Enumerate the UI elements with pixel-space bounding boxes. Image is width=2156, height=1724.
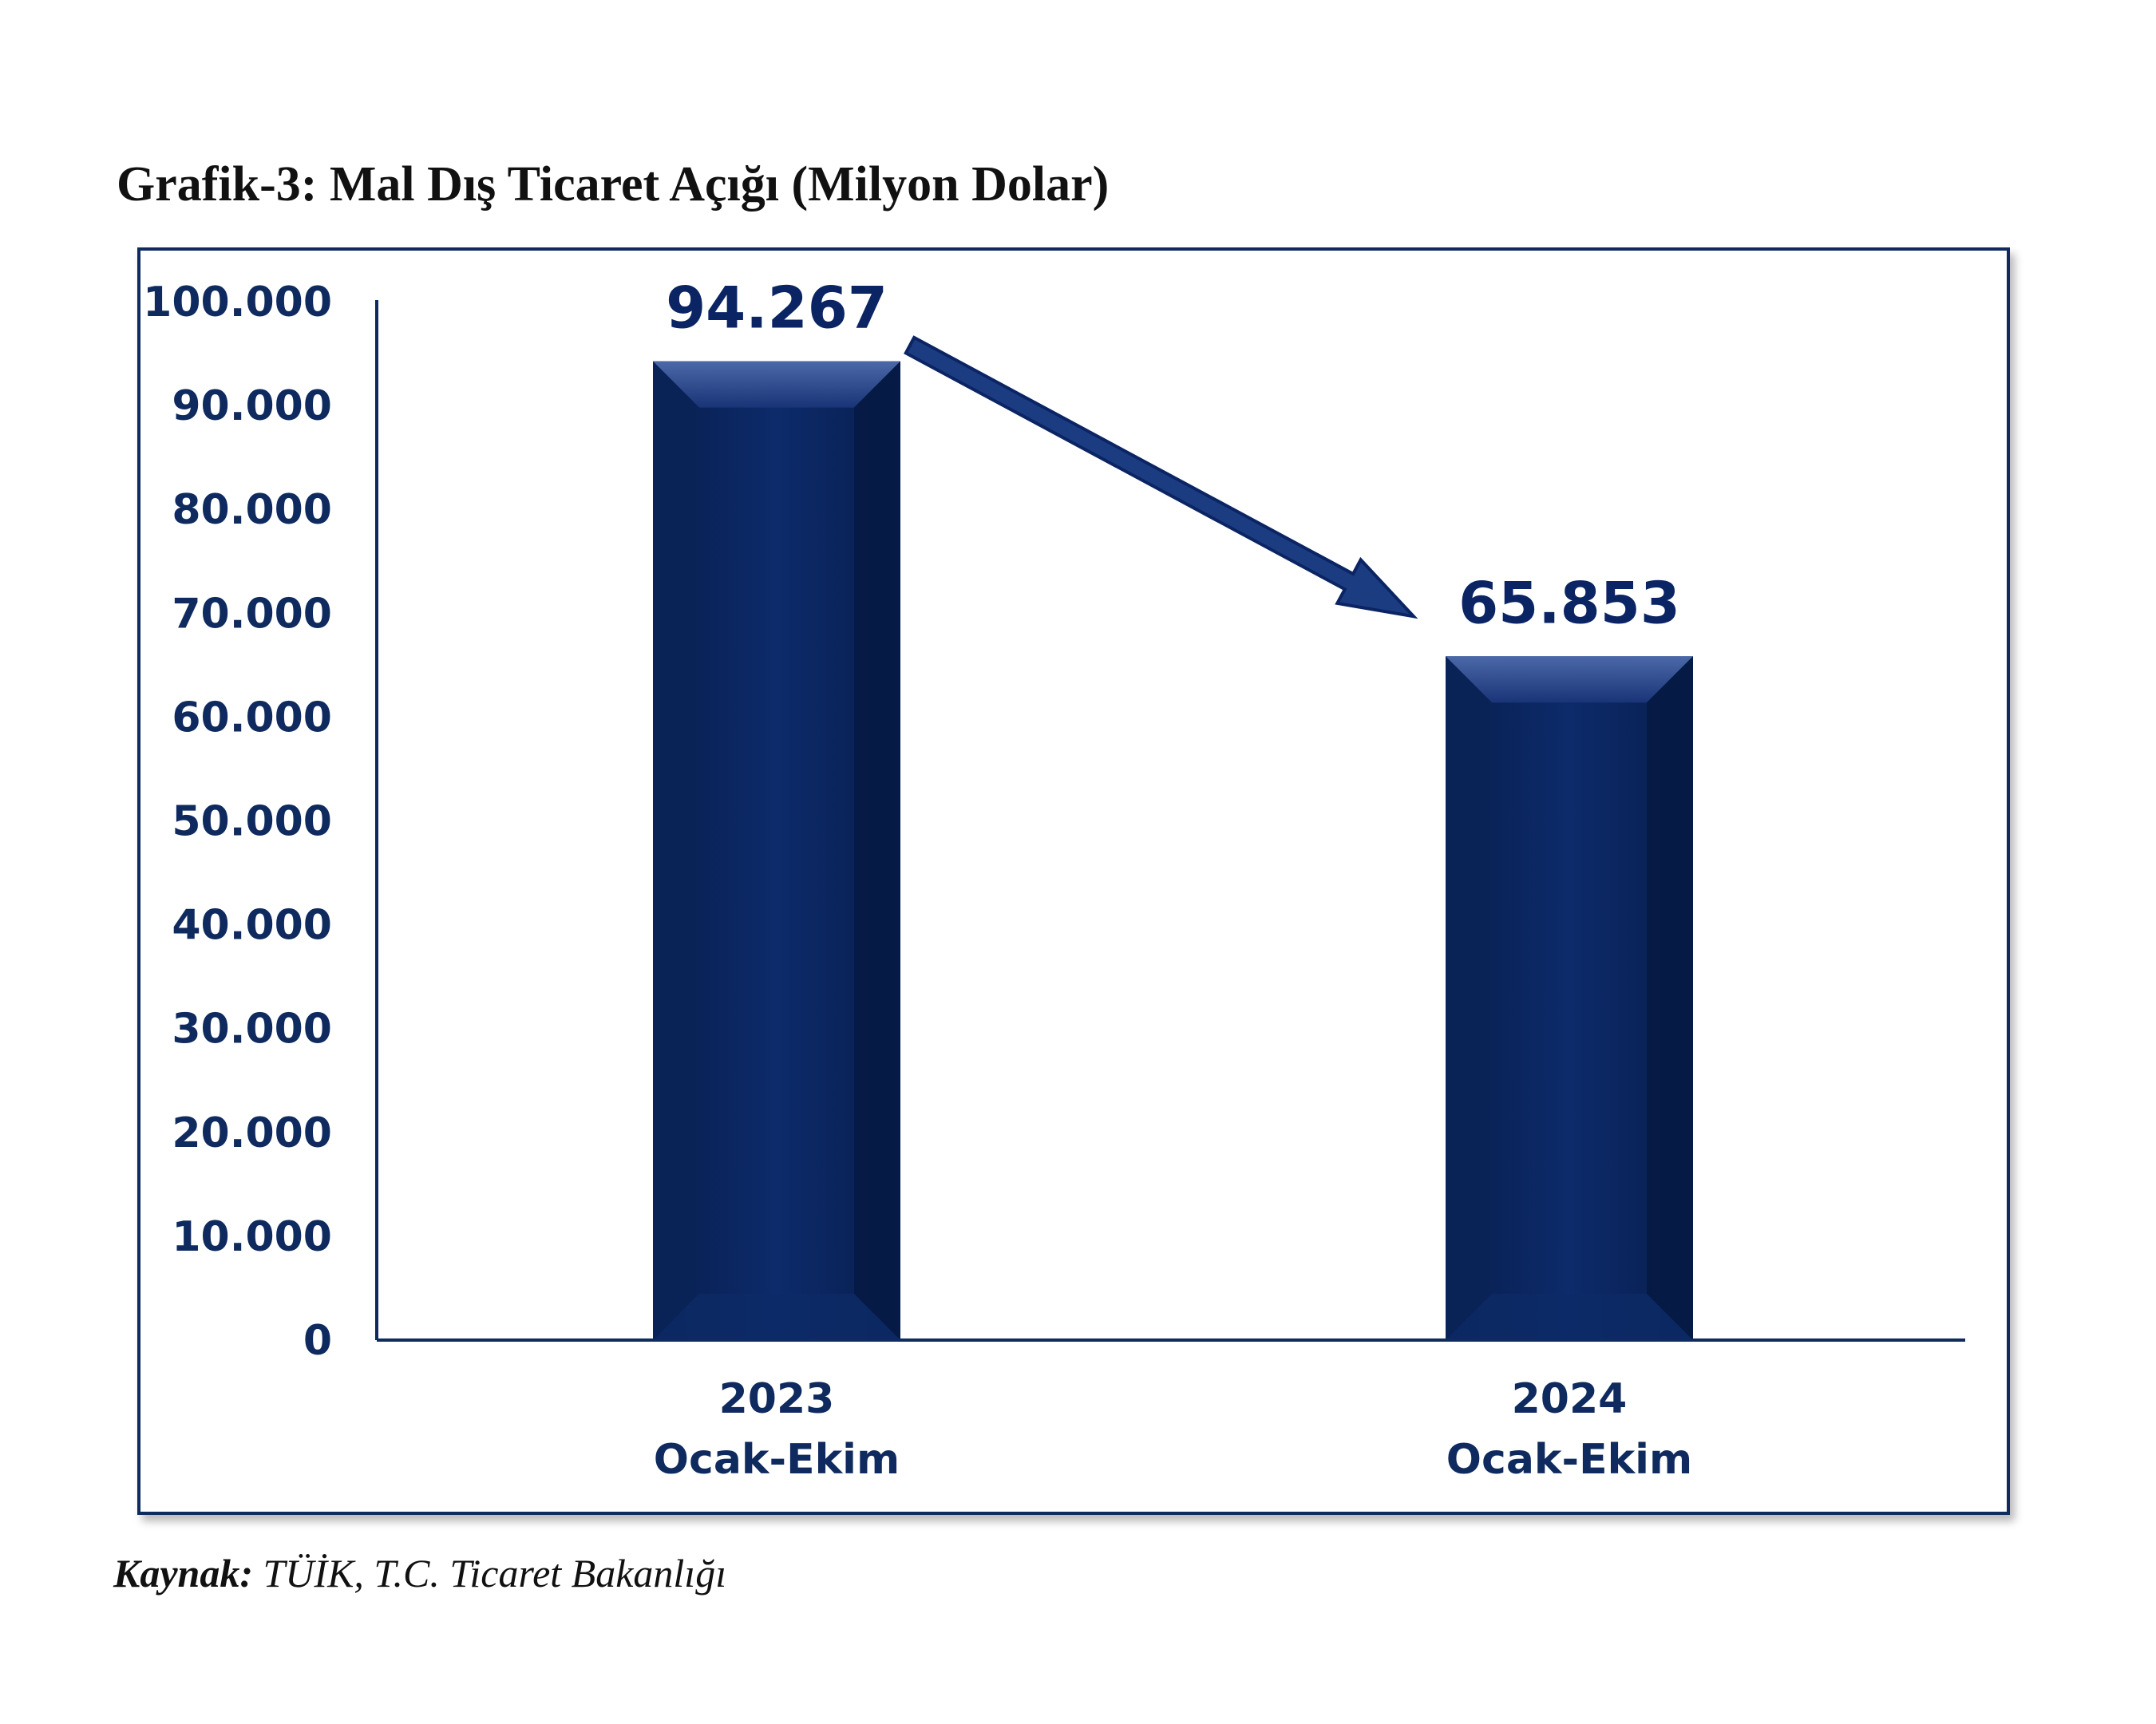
y-tick-label: 20.000 [172, 1109, 332, 1157]
x-tick-label: 2024 [1512, 1375, 1628, 1423]
data-labels: 94.267 65.853 [666, 275, 1680, 637]
y-tick-label: 70.000 [172, 590, 332, 638]
bar-bevel-top [1446, 656, 1693, 703]
y-axis: 0 10.000 20.000 30.000 40.000 50.000 60.000 70.… [143, 279, 378, 1365]
y-tick-label: 10.000 [172, 1213, 332, 1261]
y-tick-label: 30.000 [172, 1006, 332, 1054]
bar-bevel-top [653, 361, 900, 408]
trend-arrow [904, 335, 1418, 619]
source-note: Kaynak: TÜİK, T.C. Ticaret Bakanlığı [113, 1550, 726, 1596]
y-tick-label: 50.000 [172, 798, 332, 846]
bar-bevel-bottom [1446, 1294, 1693, 1340]
y-tick-label: 80.000 [172, 486, 332, 534]
source-label: Kaynak: [113, 1551, 253, 1595]
bar [653, 361, 900, 1341]
bar-bevel-bottom [653, 1294, 900, 1340]
chart-frame [137, 247, 2010, 1515]
bar [1446, 656, 1693, 1340]
bar-value-label: 94.267 [666, 275, 888, 342]
source-text: TÜİK, T.C. Ticaret Bakanlığı [253, 1551, 727, 1595]
bar-bevel-left [1446, 656, 1492, 1340]
y-tick-label: 0 [303, 1317, 332, 1365]
bar-bevel-right [1647, 656, 1693, 1340]
bar-bevel-left [653, 361, 699, 1341]
x-tick-label: Ocak-Ekim [1446, 1436, 1692, 1484]
chart-title: Grafik-3: Mal Dış Ticaret Açığı (Milyon … [117, 157, 1110, 212]
y-tick-label: 90.000 [172, 382, 332, 430]
y-tick-label: 60.000 [172, 694, 332, 741]
arrow-shape [904, 335, 1418, 619]
x-axis: 2023 Ocak-Ekim 2024 Ocak-Ekim [377, 1338, 1965, 1484]
x-tick-label: 2023 [719, 1375, 835, 1423]
x-tick-label: Ocak-Ekim [654, 1436, 900, 1484]
bars [653, 361, 1693, 1341]
y-tick-label: 100.000 [143, 279, 332, 326]
bar-value-label: 65.853 [1458, 569, 1680, 636]
bar-bevel-right [854, 361, 900, 1341]
y-tick-label: 40.000 [172, 902, 332, 950]
